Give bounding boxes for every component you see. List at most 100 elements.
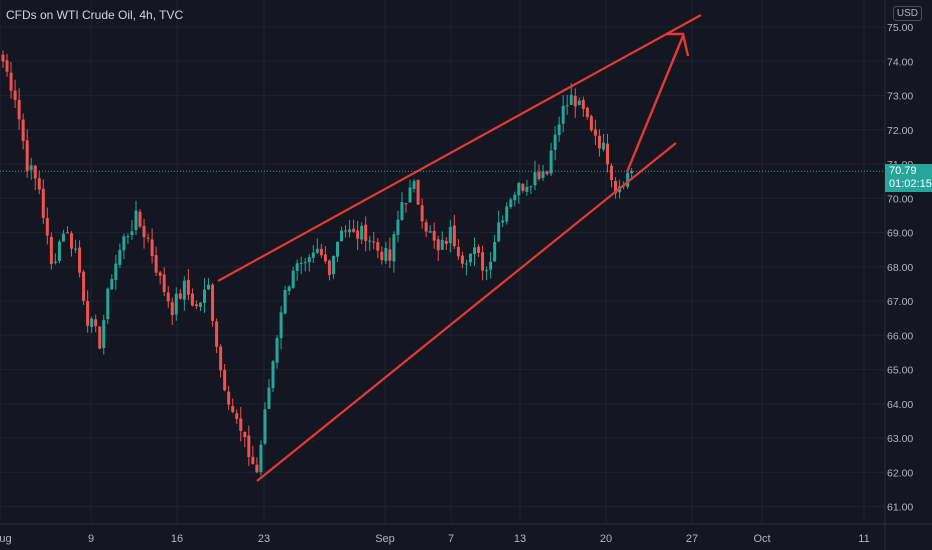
candle-body (283, 289, 287, 314)
candle-body (392, 234, 396, 262)
candle-body (549, 150, 553, 174)
time-tick-label: 11 (858, 533, 869, 545)
candle-body (537, 172, 541, 180)
candle-body (440, 239, 444, 250)
candle-body (1, 54, 5, 62)
candle-body (384, 248, 388, 262)
candle-body (464, 263, 468, 265)
candle-body (553, 134, 557, 150)
candle-body (356, 230, 360, 239)
price-tick-label: 66.00 (887, 330, 913, 342)
candle-body (219, 346, 223, 371)
candle-body (424, 222, 428, 232)
candle-body (327, 260, 331, 275)
price-tick-label: 67.00 (887, 296, 913, 308)
candle-body (235, 413, 239, 419)
candle-body (279, 312, 283, 339)
candle-body (489, 261, 493, 270)
symbol-title[interactable]: CFDs on WTI Crude Oil, 4h, TVC (6, 8, 184, 22)
candle-body (626, 172, 630, 187)
time-tick-label: 27 (686, 533, 698, 545)
candle-body (33, 165, 37, 179)
candle-body (460, 255, 464, 264)
candle-body (295, 263, 299, 271)
candle-body (186, 280, 190, 295)
candle-body (610, 165, 614, 180)
arrow-head-icon (666, 32, 690, 57)
last-price-value: 70.79 (889, 165, 917, 177)
candle-body (319, 248, 323, 256)
candle-body (545, 171, 549, 175)
candle-body (493, 241, 497, 262)
candle-body (521, 183, 525, 191)
price-axis[interactable]: 61.00 62.00 63.00 64.00 65.00 66.00 67.00 68.00… (884, 0, 913, 550)
candle-body (138, 211, 142, 227)
candle-body (436, 239, 440, 251)
candle-body (194, 304, 198, 307)
price-tick-label: 63.00 (887, 433, 913, 445)
candle-body (473, 247, 477, 255)
candle-body (227, 391, 231, 405)
price-tick-label: 64.00 (887, 399, 913, 411)
currency-label[interactable]: USD (892, 6, 922, 21)
time-tick-label: 16 (171, 533, 183, 545)
candle-body (178, 293, 182, 299)
candle-body (388, 249, 392, 261)
candle-body (481, 252, 485, 271)
candle-body (239, 418, 243, 431)
candle-body (74, 248, 78, 250)
time-tick-label: 7 (448, 533, 454, 545)
candle-body (630, 171, 634, 174)
candle-body (243, 431, 247, 438)
candle-body (146, 237, 150, 239)
price-tick-label: 69.00 (887, 228, 913, 240)
candle-body (340, 230, 344, 242)
candle-body (485, 270, 489, 272)
candle-body (53, 261, 57, 263)
candle-body (70, 233, 74, 249)
candle-body (170, 302, 174, 316)
price-tick-label: 62.00 (887, 467, 913, 479)
candle-body (271, 361, 275, 389)
candle-body (541, 171, 545, 178)
candle-body (9, 72, 13, 91)
candle-body (601, 142, 605, 150)
candle-body (223, 369, 227, 391)
candle-body (291, 270, 295, 288)
price-tick-label: 68.00 (887, 262, 913, 274)
price-tick-label: 72.00 (887, 125, 913, 137)
candle-body (231, 406, 235, 413)
candle-body (597, 135, 601, 149)
candle-body (126, 236, 130, 238)
candle-body (94, 319, 98, 327)
bar-countdown: 01:02:15 (889, 178, 932, 190)
candle-body (134, 210, 138, 231)
candle-body (21, 119, 25, 142)
time-tick-label: 20 (600, 533, 612, 545)
candle-body (416, 179, 420, 205)
candle-body (154, 255, 158, 273)
candle-body (606, 143, 609, 165)
candle-body (593, 129, 597, 136)
candle-body (110, 278, 114, 290)
candle-body (380, 251, 384, 261)
candle-body (158, 272, 162, 276)
candle-body (360, 225, 364, 240)
candle-body (525, 186, 529, 192)
time-tick-label: 9 (88, 533, 94, 545)
candle-body (17, 99, 21, 120)
lower-channel-line (256, 142, 677, 482)
candle-body (364, 224, 368, 241)
candle-body (517, 182, 521, 196)
price-tick-label: 73.00 (887, 91, 913, 103)
candle-body (61, 233, 65, 242)
candle-body (162, 274, 166, 293)
candle-body (331, 256, 335, 275)
time-axis[interactable]: Aug 9 16 23 Sep 7 13 20 27 Oct 11 (0, 523, 932, 545)
candle-body (106, 288, 110, 320)
candle-body (190, 293, 194, 306)
candle-body (166, 292, 170, 302)
candle-body (456, 247, 460, 257)
candle-body (65, 232, 69, 234)
